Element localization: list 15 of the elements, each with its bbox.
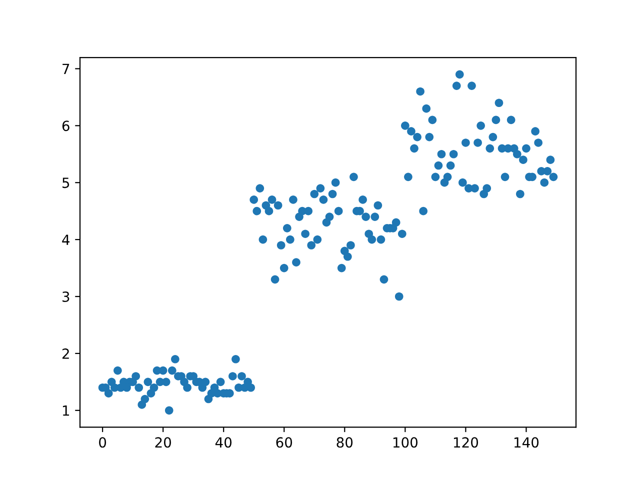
y-tick-label: 6 <box>62 120 70 132</box>
x-tick-label: 120 <box>454 437 478 448</box>
x-tick-label: 80 <box>336 437 353 448</box>
x-tick-label: 60 <box>276 437 292 448</box>
y-tick-label: 2 <box>62 348 69 359</box>
y-tick-label: 5 <box>62 178 70 188</box>
y-tick-label: 3 <box>62 291 70 302</box>
x-tick-label: 40 <box>215 437 232 448</box>
y-tick-label: 7 <box>62 64 70 74</box>
x-tick-label: 140 <box>514 437 539 448</box>
x-tick-label: 0 <box>99 437 106 448</box>
y-tick-label: 1 <box>62 406 69 416</box>
x-tick-label: 20 <box>155 437 171 448</box>
y-tick-label: 4 <box>62 234 70 245</box>
x-tick-label: 100 <box>393 437 418 448</box>
